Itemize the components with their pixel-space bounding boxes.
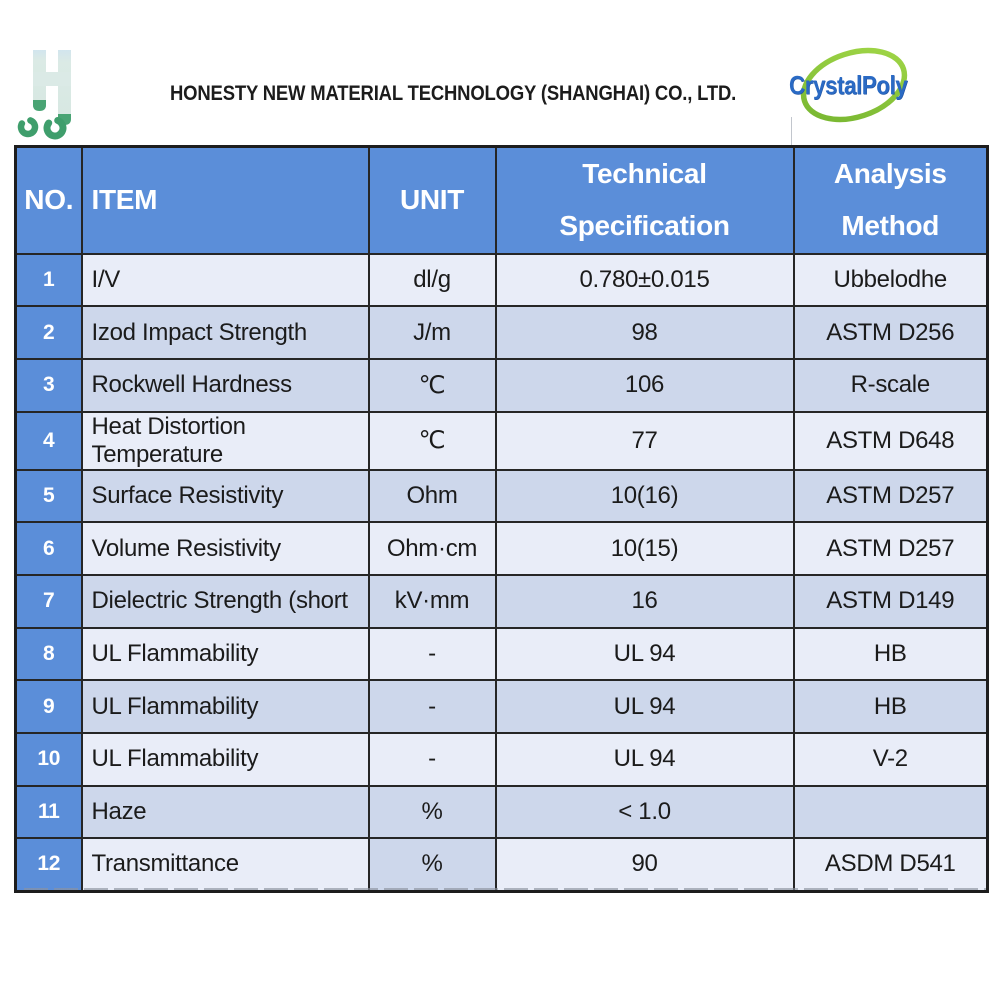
cell-no: 8 — [14, 626, 83, 682]
table-header-row: NO. ITEM UNIT Technical Specification An… — [14, 145, 989, 255]
table-row: 11 Haze % < 1.0 — [14, 784, 989, 840]
cell-item: UL Flammability — [80, 626, 370, 682]
cell-no: 5 — [14, 468, 83, 524]
table-row: 4 Heat Distortion Temperature ℃ 77 ASTM … — [14, 410, 989, 471]
cell-item: Heat Distortion Temperature — [80, 410, 370, 471]
divider-line — [791, 117, 792, 145]
col-header-spec: Technical Specification — [494, 145, 795, 255]
cell-spec: < 1.0 — [494, 784, 795, 840]
cell-unit: % — [367, 837, 497, 893]
col-header-no: NO. — [14, 145, 83, 255]
cell-method: Ubbelodhe — [792, 252, 989, 308]
cell-unit: Ohm — [367, 468, 497, 524]
cell-unit: - — [367, 679, 497, 734]
cell-spec: 98 — [494, 305, 795, 360]
cell-unit: - — [367, 732, 497, 787]
cell-method — [792, 784, 989, 840]
page-header: HONESTY NEW MATERIAL TECHNOLOGY (SHANGHA… — [0, 0, 1000, 145]
col-header-item: ITEM — [80, 145, 370, 255]
cell-item: Dielectric Strength (short — [80, 573, 370, 629]
cell-no: 6 — [14, 521, 83, 576]
cell-unit: kV·mm — [367, 573, 497, 629]
cell-spec: 16 — [494, 573, 795, 629]
col-header-method: Analysis Method — [792, 145, 989, 255]
table-row: 5 Surface Resistivity Ohm 10(16) ASTM D2… — [14, 468, 989, 524]
cell-method: ASDM D541 — [792, 837, 989, 893]
cell-item: Haze — [80, 784, 370, 840]
cell-method: ASTM D256 — [792, 305, 989, 360]
cell-spec: 106 — [494, 357, 795, 413]
cell-spec: UL 94 — [494, 679, 795, 734]
table-row: 1 I/V dl/g 0.780±0.015 Ubbelodhe — [14, 252, 989, 308]
cell-no: 11 — [14, 784, 83, 840]
table-row: 8 UL Flammability - UL 94 HB — [14, 626, 989, 682]
table-row: 10 UL Flammability - UL 94 V-2 — [14, 732, 989, 787]
cell-no: 9 — [14, 679, 83, 734]
cell-item: Izod Impact Strength — [80, 305, 370, 360]
cell-no: 2 — [14, 305, 83, 360]
cell-method: HB — [792, 626, 989, 682]
cell-no: 3 — [14, 357, 83, 413]
cell-spec: 90 — [494, 837, 795, 893]
cell-no: 12 — [14, 837, 83, 893]
cell-method: ASTM D648 — [792, 410, 989, 471]
cell-item: Rockwell Hardness — [80, 357, 370, 413]
table-row: 9 UL Flammability - UL 94 HB — [14, 679, 989, 734]
page-edge-shadow — [24, 888, 986, 890]
cell-item: I/V — [80, 252, 370, 308]
cell-item: UL Flammability — [80, 679, 370, 734]
cell-method: ASTM D257 — [792, 521, 989, 576]
table-row: 2 Izod Impact Strength J/m 98 ASTM D256 — [14, 305, 989, 360]
cell-no: 10 — [14, 732, 83, 787]
table-row: 3 Rockwell Hardness ℃ 106 R-scale — [14, 357, 989, 413]
cell-method: R-scale — [792, 357, 989, 413]
cell-no: 1 — [14, 252, 83, 308]
cell-unit: dl/g — [367, 252, 497, 308]
table-row: 12 Transmittance % 90 ASDM D541 — [14, 837, 989, 893]
col-header-unit: UNIT — [367, 145, 497, 255]
brand-ring-icon — [800, 47, 908, 123]
table-row: 7 Dielectric Strength (short kV·mm 16 AS… — [14, 573, 989, 629]
cell-spec: UL 94 — [494, 626, 795, 682]
cell-spec: UL 94 — [494, 732, 795, 787]
cell-method: ASTM D149 — [792, 573, 989, 629]
spec-table: NO. ITEM UNIT Technical Specification An… — [14, 145, 989, 893]
cell-unit: ℃ — [367, 357, 497, 413]
cell-unit: ℃ — [367, 410, 497, 471]
cell-unit: - — [367, 626, 497, 682]
company-h-logo-icon — [17, 50, 71, 140]
table-row: 6 Volume Resistivity Ohm·cm 10(15) ASTM … — [14, 521, 989, 576]
cell-no: 7 — [14, 573, 83, 629]
company-title: HONESTY NEW MATERIAL TECHNOLOGY (SHANGHA… — [170, 82, 737, 105]
cell-spec: 0.780±0.015 — [494, 252, 795, 308]
cell-method: HB — [792, 679, 989, 734]
cell-no: 4 — [14, 410, 83, 471]
cell-item: Volume Resistivity — [80, 521, 370, 576]
cell-unit: J/m — [367, 305, 497, 360]
cell-item: Transmittance — [80, 837, 370, 893]
cell-item: Surface Resistivity — [80, 468, 370, 524]
cell-unit: Ohm·cm — [367, 521, 497, 576]
cell-method: V-2 — [792, 732, 989, 787]
cell-spec: 10(15) — [494, 521, 795, 576]
cell-item: UL Flammability — [80, 732, 370, 787]
cell-spec: 10(16) — [494, 468, 795, 524]
cell-method: ASTM D257 — [792, 468, 989, 524]
brand-wordmark: CrystalPoly — [789, 70, 908, 100]
cell-unit: % — [367, 784, 497, 840]
cell-spec: 77 — [494, 410, 795, 471]
